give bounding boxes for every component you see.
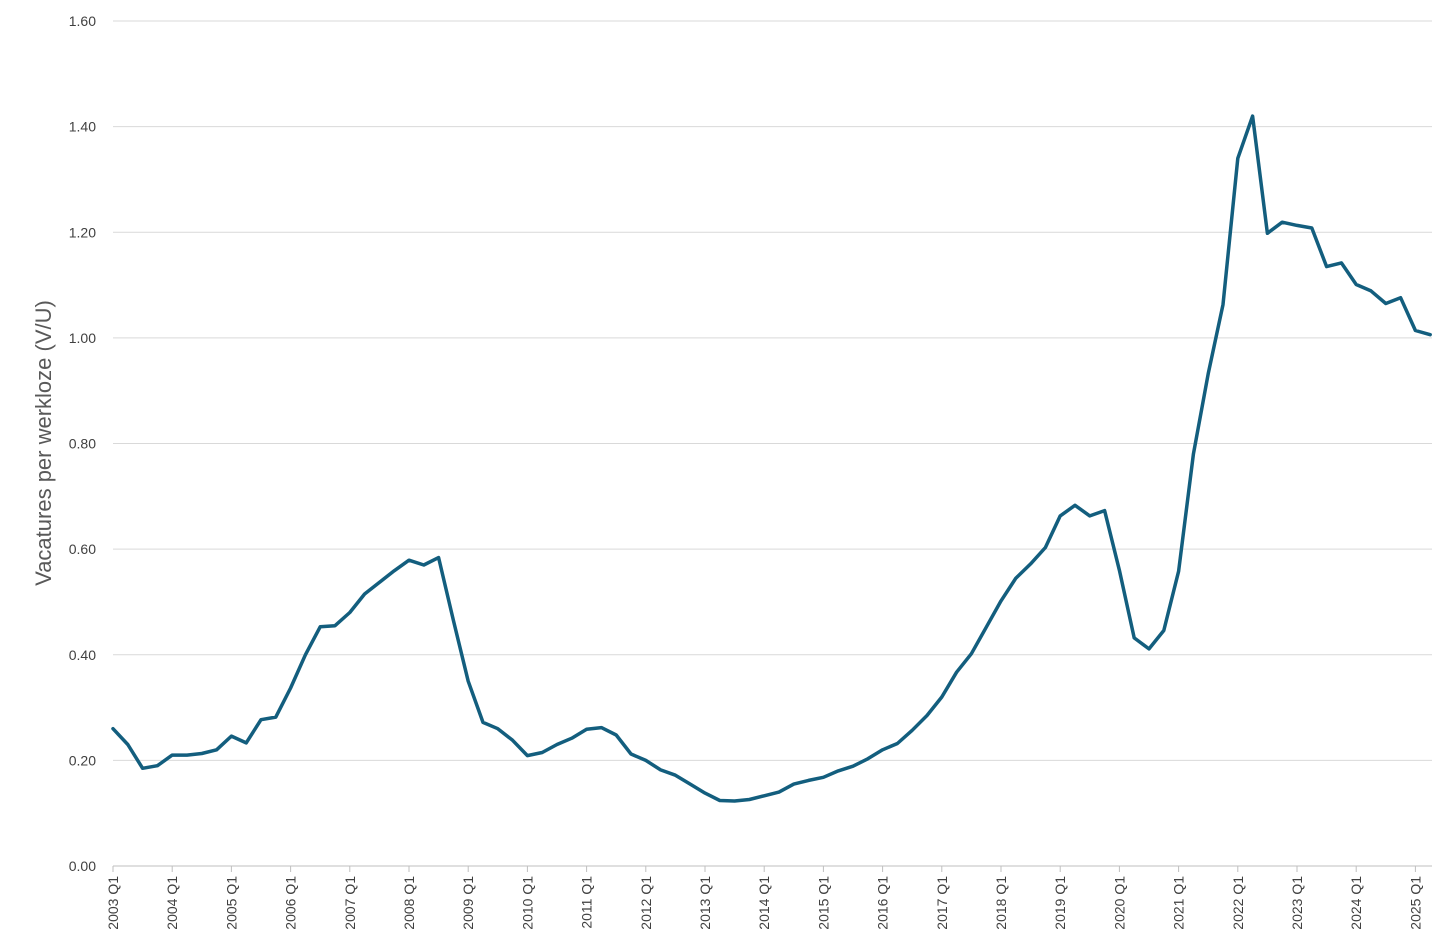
x-tick-label: 2022 Q1 bbox=[1230, 876, 1246, 930]
x-tick-label: 2009 Q1 bbox=[460, 876, 476, 930]
y-axis-title: Vacatures per werkloze (V/U) bbox=[31, 300, 56, 586]
y-tick-label: 0.60 bbox=[69, 541, 96, 557]
x-tick-label: 2019 Q1 bbox=[1052, 876, 1068, 930]
x-tick-label: 2010 Q1 bbox=[519, 876, 535, 930]
x-tick-label: 2025 Q1 bbox=[1407, 876, 1423, 930]
x-tick-label: 2011 Q1 bbox=[579, 876, 595, 929]
y-tick-label: 0.00 bbox=[69, 858, 96, 874]
y-tick-label: 1.00 bbox=[69, 330, 96, 346]
y-tick-label: 1.60 bbox=[69, 13, 96, 29]
x-tick-label: 2014 Q1 bbox=[756, 876, 772, 930]
y-tick-label: 1.40 bbox=[69, 119, 96, 135]
x-tick-label: 2017 Q1 bbox=[934, 876, 950, 930]
x-tick-label: 2021 Q1 bbox=[1171, 876, 1187, 930]
y-axis-tick-labels: 0.00 0.20 0.40 0.60 0.80 1.00 1.20 1.40 1.60 bbox=[69, 13, 96, 874]
x-tick-label: 2004 Q1 bbox=[164, 876, 180, 930]
x-tick-label: 2020 Q1 bbox=[1111, 876, 1127, 930]
x-tick-label: 2023 Q1 bbox=[1289, 876, 1305, 930]
series-layer bbox=[111, 114, 1432, 803]
y-tick-label: 0.20 bbox=[69, 752, 96, 768]
x-tick-label: 2024 Q1 bbox=[1348, 876, 1364, 930]
x-tick-label: 2018 Q1 bbox=[993, 876, 1009, 930]
y-tick-label: 1.20 bbox=[69, 224, 96, 240]
y-tick-label: 0.40 bbox=[69, 647, 96, 663]
x-tick-label: 2013 Q1 bbox=[697, 876, 713, 930]
x-tick-label: 2008 Q1 bbox=[401, 876, 417, 930]
x-tick-label: 2012 Q1 bbox=[638, 876, 654, 930]
gridlines bbox=[113, 20, 1432, 761]
x-tick-label: 2005 Q1 bbox=[223, 876, 239, 930]
x-tick-label: 2016 Q1 bbox=[875, 876, 891, 930]
x-tick-label: 2003 Q1 bbox=[105, 876, 121, 930]
x-tick-label: 2015 Q1 bbox=[815, 876, 831, 930]
x-axis: 2003 Q1 2004 Q1 2005 Q1 2006 Q1 2007 Q1 2008 … bbox=[105, 865, 1432, 930]
y-tick-label: 0.80 bbox=[69, 436, 96, 452]
x-tick-label: 2006 Q1 bbox=[283, 876, 299, 930]
x-tick-label: 2007 Q1 bbox=[342, 876, 358, 930]
series-line bbox=[111, 114, 1432, 803]
